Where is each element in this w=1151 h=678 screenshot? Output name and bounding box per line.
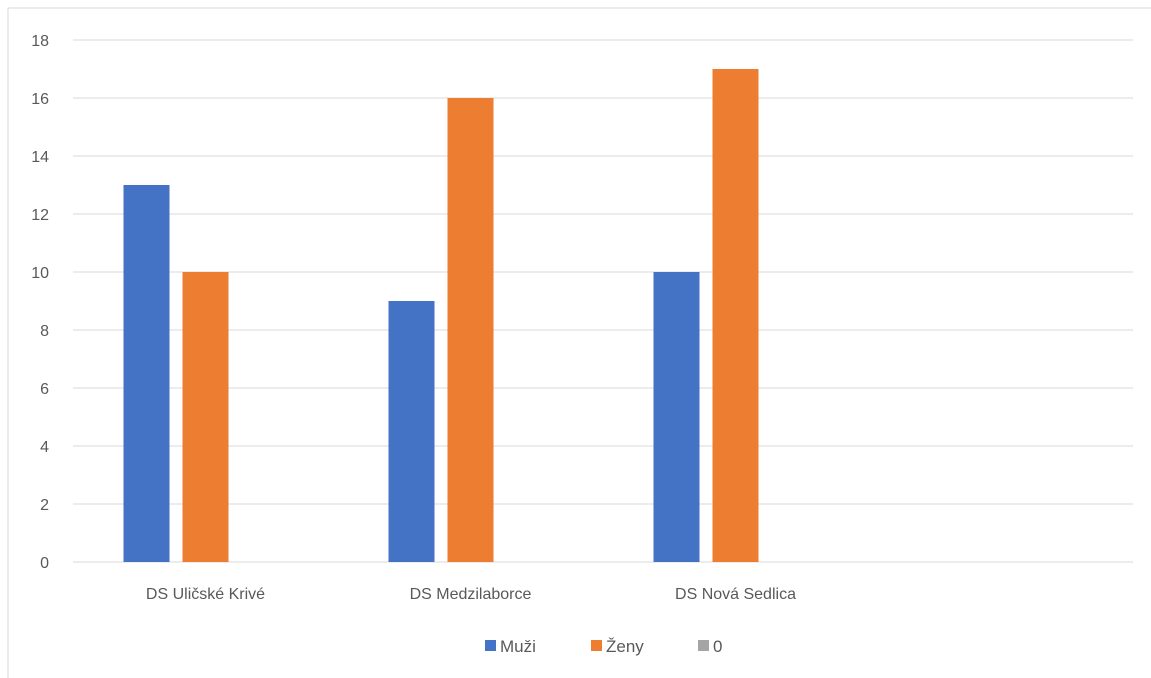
bars (123, 69, 759, 562)
x-tick-label: DS Medzilaborce (410, 586, 532, 603)
y-tick-label: 2 (40, 497, 49, 514)
y-tick-label: 18 (31, 33, 49, 50)
legend-swatch-zeny (591, 640, 602, 651)
bar-zeny-0 (182, 272, 229, 562)
y-axis-tick-labels: 0 2 4 6 8 10 12 14 16 18 (31, 33, 49, 572)
legend-swatch-zero (698, 640, 709, 651)
legend-label-muzi: Muži (500, 637, 536, 656)
y-tick-label: 0 (40, 555, 49, 572)
gridlines (73, 39, 1133, 505)
y-tick-label: 8 (40, 323, 49, 340)
y-tick-label: 16 (31, 91, 49, 108)
y-tick-label: 6 (40, 381, 49, 398)
legend-swatch-muzi (485, 640, 496, 651)
x-tick-label: DS Nová Sedlica (675, 586, 796, 603)
y-tick-label: 14 (31, 149, 49, 166)
legend-label-zero: 0 (713, 637, 722, 656)
x-axis-tick-labels: DS Uličské Krivé DS Medzilaborce DS Nová S… (146, 586, 796, 603)
x-tick-label: DS Uličské Krivé (146, 586, 265, 603)
legend: Muži Ženy 0 (485, 637, 722, 656)
bar-muzi-1 (388, 301, 435, 562)
bar-zeny-1 (447, 98, 494, 562)
y-tick-label: 10 (31, 265, 49, 282)
bar-zeny-2 (712, 69, 759, 562)
bar-muzi-0 (123, 185, 170, 562)
y-tick-label: 4 (40, 439, 49, 456)
bar-muzi-2 (653, 272, 700, 562)
legend-label-zeny: Ženy (606, 637, 644, 656)
y-tick-label: 12 (31, 207, 49, 224)
